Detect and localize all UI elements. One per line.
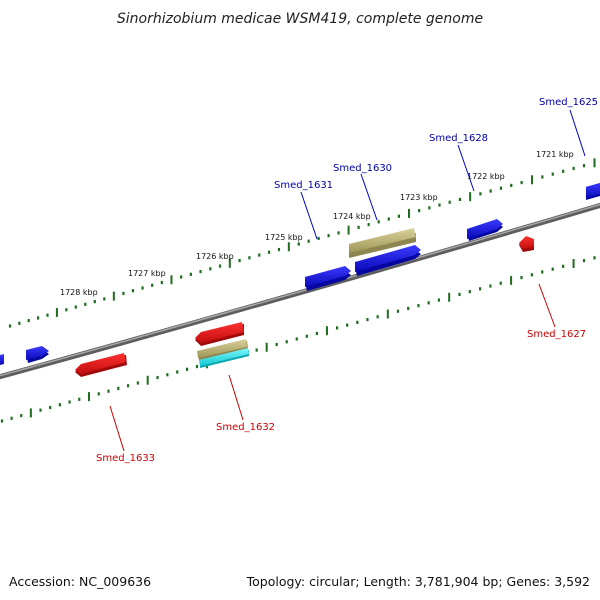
gene-smed-1631[interactable]	[305, 266, 351, 291]
rna-feature-forward[interactable]	[349, 228, 416, 258]
gene-smed-1628[interactable]	[467, 219, 503, 241]
gene-label[interactable]: Smed_1628	[429, 133, 488, 144]
gene-smed-1632[interactable]	[195, 322, 244, 346]
map-title: Sinorhizobium medicae WSM419, complete g…	[117, 11, 483, 27]
gene-label[interactable]: Smed_1630	[333, 163, 392, 174]
leader-lines	[109, 109, 586, 452]
rna-feature-reverse[interactable]	[197, 339, 248, 361]
gene-smed-1627[interactable]	[519, 236, 534, 252]
reverse-genes	[75, 236, 534, 377]
gene-smed-1633[interactable]	[75, 353, 127, 377]
genome-backbone	[0, 202, 600, 380]
gene-label[interactable]: Smed_1632	[216, 422, 275, 433]
gene-edge-left[interactable]	[0, 354, 4, 365]
gene-label[interactable]: Smed_1627	[527, 329, 586, 340]
gene-smed-1634[interactable]	[26, 346, 49, 363]
forward-genes	[0, 183, 600, 365]
genome-summary-text: Topology: circular; Length: 3,781,904 bp…	[246, 574, 590, 589]
inner-ruler	[0, 256, 596, 423]
kbp-label: 1725 kbp	[265, 233, 303, 242]
kbp-labels: 1721 kbp 1722 kbp 1723 kbp 1724 kbp 1725…	[60, 150, 574, 297]
gene-label[interactable]: Smed_1631	[274, 180, 333, 191]
gene-smed-1625[interactable]	[586, 183, 600, 200]
accession-text: Accession: NC_009636	[9, 574, 151, 589]
kbp-label: 1726 kbp	[196, 252, 234, 261]
gene-label[interactable]: Smed_1625	[539, 97, 598, 108]
gene-smed-1630[interactable]	[355, 245, 421, 276]
gene-label[interactable]: Smed_1633	[96, 453, 155, 464]
kbp-label: 1727 kbp	[128, 269, 166, 278]
kbp-label: 1722 kbp	[467, 172, 505, 181]
kbp-label: 1723 kbp	[400, 193, 438, 202]
kbp-label: 1728 kbp	[60, 288, 98, 297]
cyan-feature[interactable]	[199, 348, 249, 368]
kbp-label: 1724 kbp	[333, 212, 371, 221]
gene-labels: Smed_1625 Smed_1628 Smed_1630 Smed_1631 …	[96, 97, 598, 464]
outer-ruler	[8, 158, 596, 328]
genome-backbone-highlight	[0, 203, 600, 377]
kbp-label: 1721 kbp	[536, 150, 574, 159]
